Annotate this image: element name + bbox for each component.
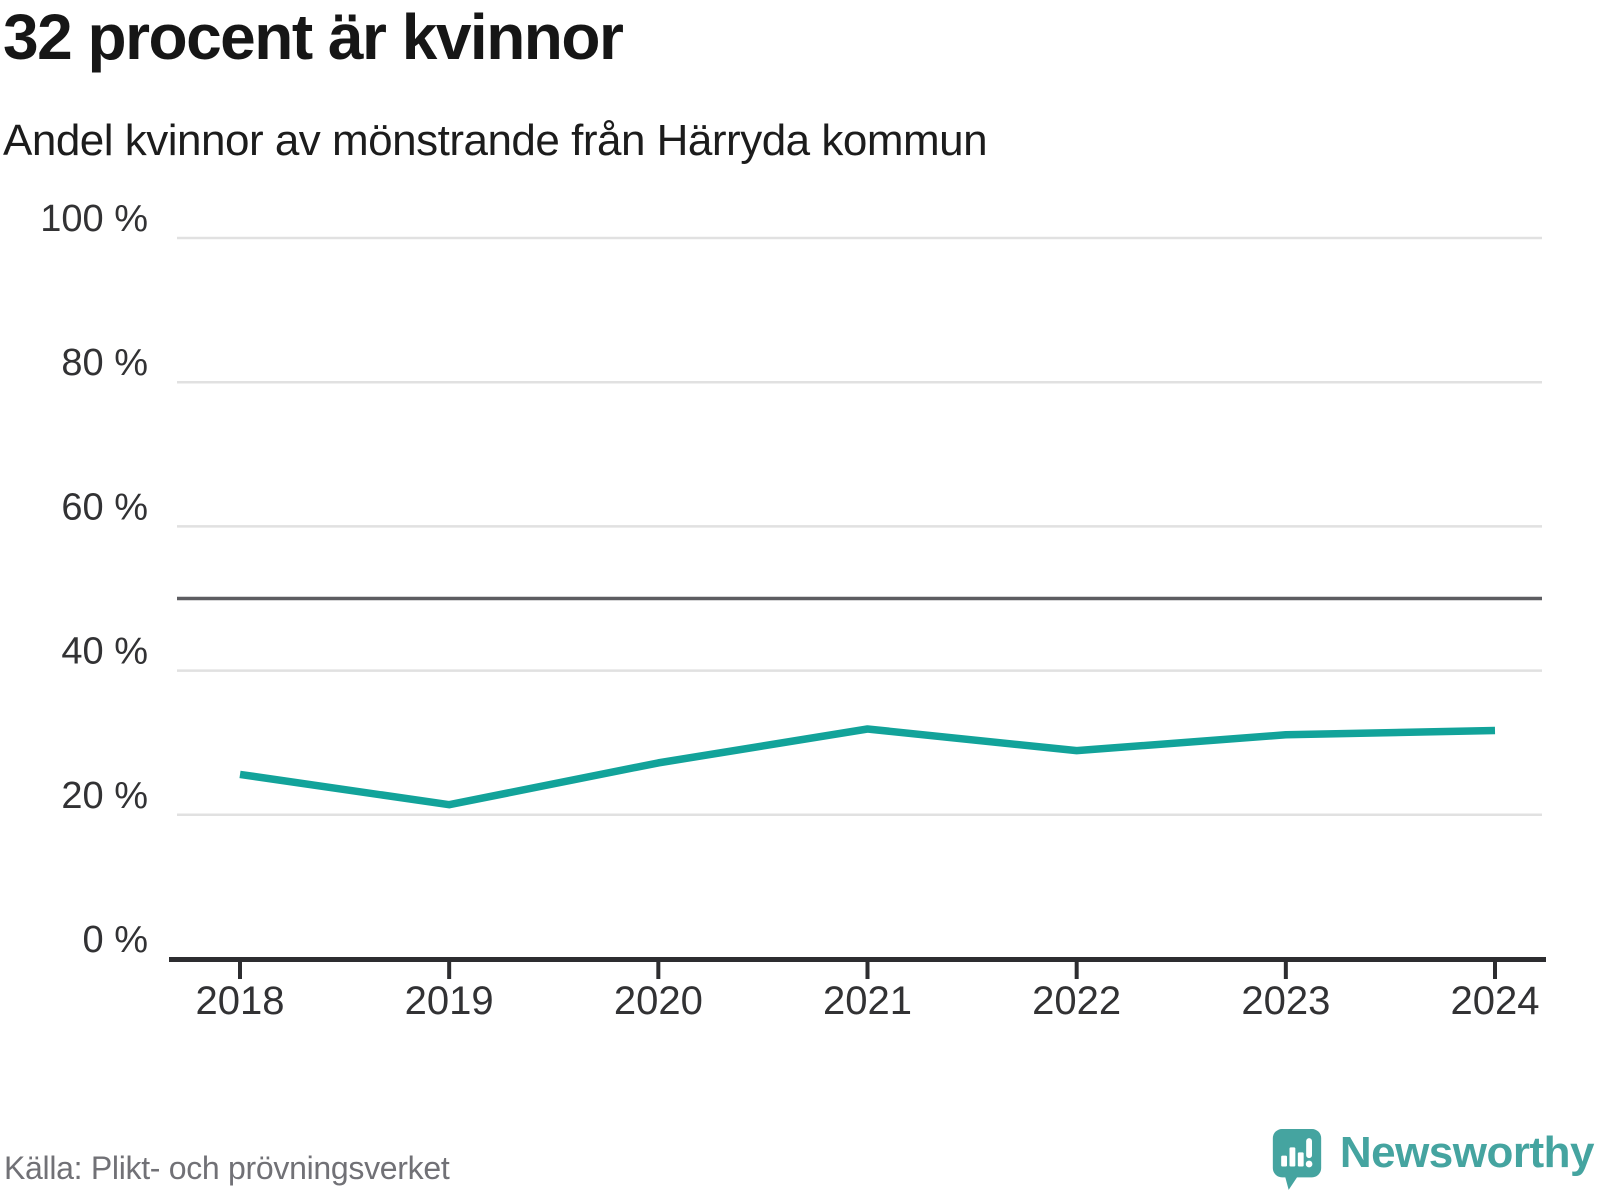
x-tick-label: 2019	[405, 979, 494, 1023]
y-tick-label: 100 %	[40, 198, 148, 240]
y-tick-label: 20 %	[61, 775, 148, 817]
x-tick-label: 2022	[1032, 979, 1121, 1023]
x-tick-label: 2018	[196, 979, 285, 1023]
chart-subtitle: Andel kvinnor av mönstrande från Härryda…	[3, 116, 988, 165]
x-tick-label: 2024	[1451, 979, 1540, 1023]
data-line-series	[239, 725, 1496, 809]
y-tick-label: 80 %	[61, 342, 148, 384]
source-note: Källa: Plikt- och prövningsverket	[4, 1150, 450, 1186]
y-tick-label: 60 %	[61, 486, 148, 528]
newsworthy-logo-icon	[1272, 1129, 1321, 1190]
x-tick-label: 2020	[614, 979, 703, 1023]
newsworthy-logo: Newsworthy	[1272, 1128, 1595, 1190]
y-tick-label: 40 %	[61, 631, 148, 673]
page-title: 32 procent är kvinnor	[3, 1, 624, 73]
newsworthy-logo-text: Newsworthy	[1339, 1128, 1595, 1177]
y-tick-label: 0 %	[83, 919, 148, 961]
x-tick-label: 2023	[1241, 979, 1330, 1023]
x-tick-label: 2021	[823, 979, 912, 1023]
